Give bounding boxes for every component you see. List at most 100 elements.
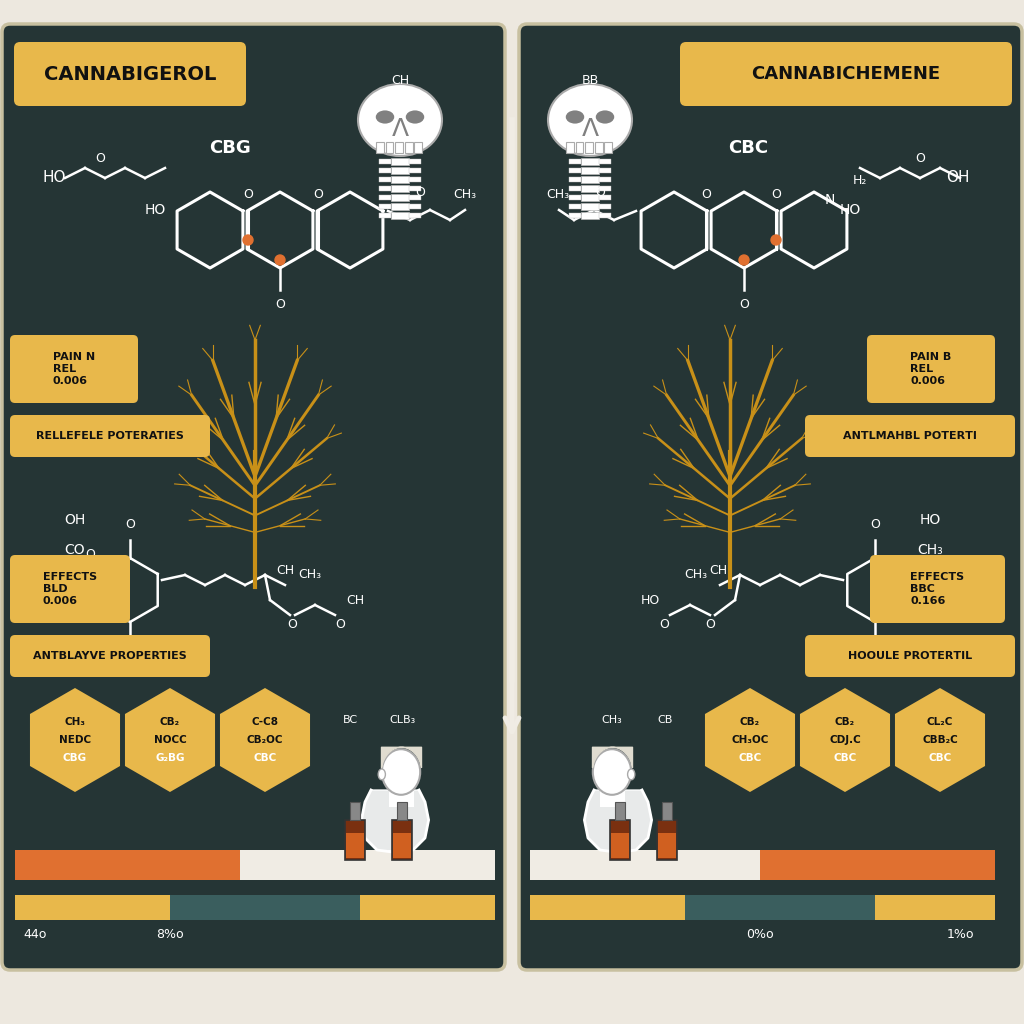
Text: OH: OH [65,513,86,527]
FancyBboxPatch shape [2,24,505,970]
Text: OH: OH [946,171,970,185]
Bar [379,159,391,164]
Text: CBC: CBC [834,754,857,763]
Bar [409,168,421,173]
Bar [386,142,393,153]
Text: O: O [739,299,749,311]
Bar [685,895,780,920]
FancyBboxPatch shape [10,635,210,677]
Text: CBG: CBG [62,754,87,763]
Text: CBC: CBC [253,754,276,763]
Bar [760,850,995,880]
Bar [599,186,611,190]
Bar [657,820,677,860]
Bar [599,168,611,173]
Text: CH₃: CH₃ [454,188,476,202]
Text: O: O [275,299,285,311]
Bar [415,142,422,153]
Circle shape [771,234,781,245]
Text: CO: CO [65,543,85,557]
Text: CH₃: CH₃ [298,568,322,582]
Bar [409,195,421,200]
Text: O: O [243,188,253,202]
Text: CBC: CBC [728,139,768,157]
Bar [658,833,676,858]
Bar [391,194,409,201]
Text: CH₃OC: CH₃OC [731,735,769,745]
Bar [599,195,611,200]
FancyBboxPatch shape [10,335,138,403]
Bar [569,204,581,209]
Circle shape [739,255,749,265]
Bar [360,895,495,920]
Text: O: O [287,618,297,632]
Circle shape [275,255,285,265]
Bar [599,204,611,209]
Text: O: O [415,185,425,199]
Text: HO: HO [840,203,860,217]
Text: O: O [95,152,104,165]
Bar [379,195,391,200]
Text: CH₃: CH₃ [65,717,85,727]
Bar [575,142,584,153]
Text: NEDC: NEDC [59,735,91,745]
Polygon shape [361,790,429,852]
Bar [376,142,384,153]
Text: CB: CB [657,715,673,725]
Text: ANTLMAHBL POTERТI: ANTLMAHBL POTERТI [843,431,977,441]
Text: CH: CH [275,563,294,577]
Bar [345,820,365,860]
Text: BB: BB [582,74,599,86]
Text: HOOULE PROTERТІL: HOOULE PROTERТІL [848,651,972,662]
Bar [379,204,391,209]
FancyBboxPatch shape [867,335,995,403]
Bar [595,142,602,153]
FancyBboxPatch shape [10,415,210,457]
Bar [615,802,625,820]
Text: O: O [595,185,605,199]
Bar [530,895,685,920]
Bar [569,213,581,218]
Bar [599,213,611,218]
Text: RELLEFELE POTERATIES: RELLEFELE POTERATIES [36,431,184,441]
Bar [391,176,409,183]
Bar [581,203,599,210]
Text: BC: BC [342,715,357,725]
Text: O: O [870,518,880,531]
Bar [581,212,599,219]
Bar [585,142,593,153]
FancyBboxPatch shape [14,42,246,106]
Text: O: O [701,188,711,202]
Polygon shape [30,688,120,792]
FancyBboxPatch shape [805,415,1015,457]
FancyBboxPatch shape [10,555,130,623]
Text: O: O [659,618,669,632]
Ellipse shape [378,769,385,780]
Text: PAIN B
REL
0.006: PAIN B REL 0.006 [910,352,951,386]
Bar [379,168,391,173]
Text: CDJ.C: CDJ.C [829,735,861,745]
Text: CH: CH [346,594,365,606]
Text: GOo: GOo [94,643,122,656]
Bar [409,204,421,209]
Text: CH₃: CH₃ [547,188,569,202]
Bar [581,184,599,193]
Text: N: N [824,193,836,207]
Text: O: O [85,549,95,561]
Text: PAIN N
REL
0.006: PAIN N REL 0.006 [53,352,95,386]
Text: O: O [706,618,715,632]
Ellipse shape [382,750,420,795]
Text: O: O [771,188,781,202]
Bar [611,833,629,858]
Text: EFFECTS
BBC
0.166: EFFECTS BBC 0.166 [910,572,965,605]
Text: 1%o: 1%o [946,929,974,941]
Polygon shape [800,688,890,792]
Text: ANTBLAYVE PROPERTIES: ANTBLAYVE PROPERTIES [33,651,186,662]
FancyBboxPatch shape [805,635,1015,677]
Text: CBC: CBC [929,754,951,763]
Text: CB₂: CB₂ [835,717,855,727]
Text: HO: HO [640,594,659,606]
Text: HO: HO [42,171,66,185]
Bar [379,177,391,182]
Text: CANNABIGEROL: CANNABIGEROL [44,65,216,84]
